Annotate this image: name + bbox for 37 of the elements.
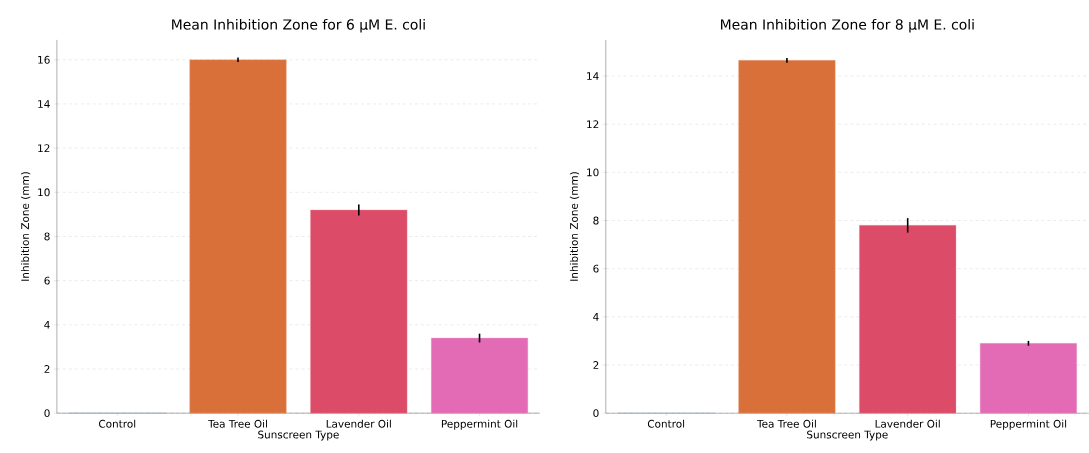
bar xyxy=(431,337,529,414)
y-tick-label: 6 xyxy=(593,264,599,273)
y-tick-label: 10 xyxy=(38,188,50,197)
bar xyxy=(859,225,957,414)
y-tick-label: 10 xyxy=(587,168,599,177)
x-tick-label: Peppermint Oil xyxy=(990,419,1067,430)
chart-title: Mean Inhibition Zone for 8 µM E. coli xyxy=(721,18,974,33)
y-tick-label: 16 xyxy=(38,55,50,64)
bar xyxy=(738,60,836,414)
chart-title: Mean Inhibition Zone for 6 µM E. coli xyxy=(172,18,425,33)
x-tick-label: Tea Tree Oil xyxy=(208,419,267,428)
bar xyxy=(310,209,408,414)
y-tick-label: 6 xyxy=(44,276,50,285)
x-tick-label: Control xyxy=(647,419,685,428)
x-tick-label: Tea Tree Oil xyxy=(756,419,816,428)
y-axis-title: Inhibition Zone (mm) xyxy=(20,172,31,281)
y-tick-label: 2 xyxy=(44,365,50,373)
bar xyxy=(979,343,1077,414)
y-tick-label: 0 xyxy=(44,409,50,418)
y-tick-label: 4 xyxy=(593,313,599,321)
x-axis-title: Sunscreen Type xyxy=(258,430,339,441)
x-tick-label: Lavender Oil xyxy=(875,419,940,428)
y-tick-label: 8 xyxy=(593,216,599,225)
x-tick-label: Control xyxy=(98,419,136,428)
y-tick-label: 4 xyxy=(44,320,50,329)
x-tick-label: Lavender Oil xyxy=(326,419,391,428)
y-tick-label: 12 xyxy=(587,120,599,129)
y-tick-label: 2 xyxy=(593,361,599,369)
x-tick-label: Peppermint Oil xyxy=(441,419,518,430)
bar xyxy=(189,59,287,414)
y-tick-label: 14 xyxy=(587,72,599,80)
y-tick-label: 12 xyxy=(38,144,50,152)
y-tick-label: 0 xyxy=(593,409,599,418)
y-axis-title: Inhibition Zone (mm) xyxy=(569,172,580,281)
x-axis-title: Sunscreen Type xyxy=(807,430,888,441)
y-tick-label: 8 xyxy=(44,232,50,241)
y-tick-label: 14 xyxy=(38,100,50,108)
